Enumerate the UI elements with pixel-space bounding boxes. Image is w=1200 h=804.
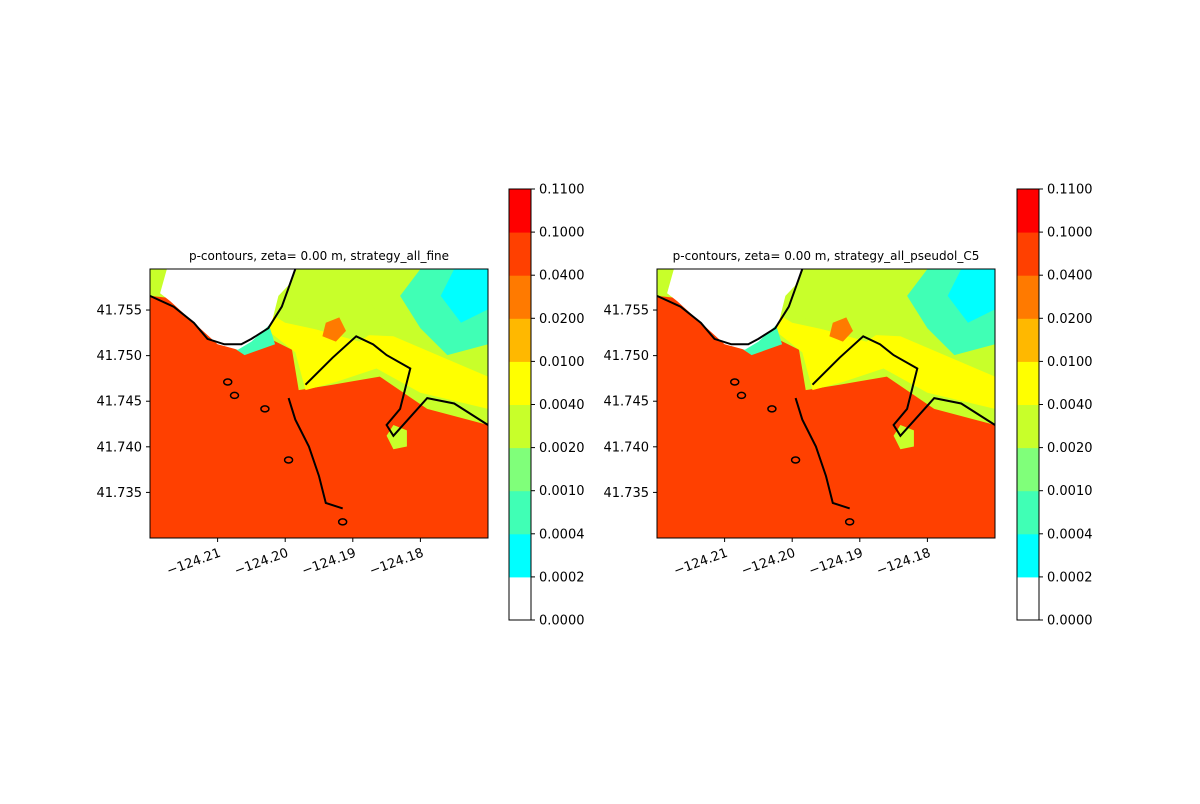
- axes-frame: [149, 268, 489, 539]
- island-5: [736, 391, 747, 400]
- colorbar-tick-label: 0.1100: [539, 183, 585, 198]
- colorbar-segment: [509, 533, 531, 578]
- colorbar-segment: [509, 232, 531, 276]
- island-2: [790, 456, 801, 464]
- island-1: [260, 405, 270, 413]
- colorbar-segment: [509, 404, 531, 449]
- colorbar-segment: [1017, 533, 1039, 578]
- colorbar-tick-label: 0.0002: [1047, 570, 1093, 585]
- colorbar-segment: [1017, 232, 1039, 276]
- chart-title: p-contours, zeta= 0.00 m, strategy_all_p…: [673, 249, 980, 263]
- colorbar-segment: [509, 447, 531, 492]
- coastline: [149, 268, 297, 346]
- colorbar-tick-label: 0.1000: [539, 226, 585, 241]
- colorbar-tick-label: 0.0040: [1047, 398, 1093, 413]
- colorbar-tick-label: 0.0000: [539, 614, 585, 629]
- x-tick-label: −124.18: [875, 546, 933, 579]
- island-2: [283, 456, 294, 464]
- x-tick-label: −124.18: [368, 546, 426, 579]
- colorbar-segment: [1017, 361, 1039, 405]
- colorbar-segment: [1017, 490, 1039, 535]
- island-1: [767, 405, 777, 413]
- y-tick-label: 41.745: [604, 395, 650, 410]
- x-tick-label: −124.21: [165, 546, 223, 579]
- harbor-coastline: [304, 335, 489, 438]
- jetty-line: [287, 397, 344, 510]
- x-tick-label: −124.20: [232, 546, 290, 579]
- colorbar-tick-label: 0.0004: [1047, 527, 1093, 542]
- contour-fill-green-mid: [792, 282, 894, 342]
- colorbar-tick-label: 0.0010: [539, 484, 585, 499]
- colorbar-segment: [509, 318, 531, 362]
- contour-fill-yellow: [717, 295, 995, 409]
- y-tick-label: 41.750: [97, 349, 143, 364]
- colorbar-segment: [1017, 576, 1039, 621]
- contour-fill-white: [667, 269, 803, 350]
- colorbar-tick-label: 0.0400: [539, 269, 585, 284]
- island-3: [337, 518, 348, 526]
- contour-fill-bay: [893, 425, 914, 450]
- y-tick-label: 41.755: [97, 304, 143, 319]
- contour-fill-bay: [386, 425, 407, 450]
- island-5: [229, 391, 240, 400]
- y-tick-label: 41.735: [604, 486, 650, 501]
- colorbar-segment: [509, 361, 531, 405]
- y-tick-label: 41.750: [604, 349, 650, 364]
- y-tick-label: 41.735: [97, 486, 143, 501]
- colorbar-segment: [509, 576, 531, 621]
- colorbar-segment: [1017, 318, 1039, 362]
- contour-fill-cyan: [440, 269, 488, 323]
- colorbar-tick-label: 0.0100: [1047, 355, 1093, 370]
- contour-fill-green-mid: [285, 282, 387, 342]
- chart-panel-2: p-contours, zeta= 0.00 m, strategy_all_p…: [604, 183, 1093, 629]
- harbor-coastline: [811, 335, 996, 438]
- x-tick-label: −124.21: [672, 546, 730, 579]
- contour-fill-cyan: [947, 269, 995, 323]
- colorbar-tick-label: 0.0100: [539, 355, 585, 370]
- island-3: [844, 518, 855, 526]
- y-tick-label: 41.740: [97, 440, 143, 455]
- colorbar-tick-label: 0.0400: [1047, 269, 1093, 284]
- colorbar-segment: [509, 189, 531, 233]
- chart-panel-1: p-contours, zeta= 0.00 m, strategy_all_f…: [97, 183, 585, 629]
- x-tick-label: −124.20: [739, 546, 797, 579]
- contour-fill-white: [160, 269, 296, 350]
- colorbar-segment: [1017, 189, 1039, 233]
- y-tick-label: 41.755: [604, 304, 650, 319]
- contour-fill-orange-blob: [829, 317, 853, 342]
- contour-fill-orange-blob: [322, 317, 346, 342]
- colorbar-tick-label: 0.0004: [539, 527, 585, 542]
- colorbar-tick-label: 0.1000: [1047, 226, 1093, 241]
- contour-fill-yellow: [210, 295, 489, 409]
- colorbar-segment: [1017, 404, 1039, 449]
- jetty-line: [794, 397, 851, 510]
- colorbar-tick-label: 0.0002: [539, 570, 585, 585]
- colorbar-tick-label: 0.1100: [1047, 183, 1093, 198]
- colorbar-tick-label: 0.0000: [1047, 614, 1093, 629]
- y-tick-label: 41.745: [97, 395, 143, 410]
- x-tick-label: −124.19: [807, 546, 865, 579]
- colorbar-tick-label: 0.0200: [1047, 312, 1093, 327]
- colorbar-segment: [1017, 275, 1039, 319]
- x-tick-label: −124.19: [300, 546, 358, 579]
- y-tick-label: 41.740: [604, 440, 650, 455]
- island-4: [729, 378, 740, 386]
- island-4: [222, 378, 233, 386]
- colorbar-tick-label: 0.0020: [539, 441, 585, 456]
- colorbar-tick-label: 0.0020: [1047, 441, 1093, 456]
- colorbar-segment: [1017, 447, 1039, 492]
- axes-frame: [656, 268, 996, 539]
- colorbar-segment: [509, 490, 531, 535]
- chart-title: p-contours, zeta= 0.00 m, strategy_all_f…: [189, 249, 449, 263]
- colorbar-segment: [509, 275, 531, 319]
- colorbar-tick-label: 0.0200: [539, 312, 585, 327]
- colorbar-tick-label: 0.0040: [539, 398, 585, 413]
- coastline: [656, 268, 804, 346]
- colorbar-tick-label: 0.0010: [1047, 484, 1093, 499]
